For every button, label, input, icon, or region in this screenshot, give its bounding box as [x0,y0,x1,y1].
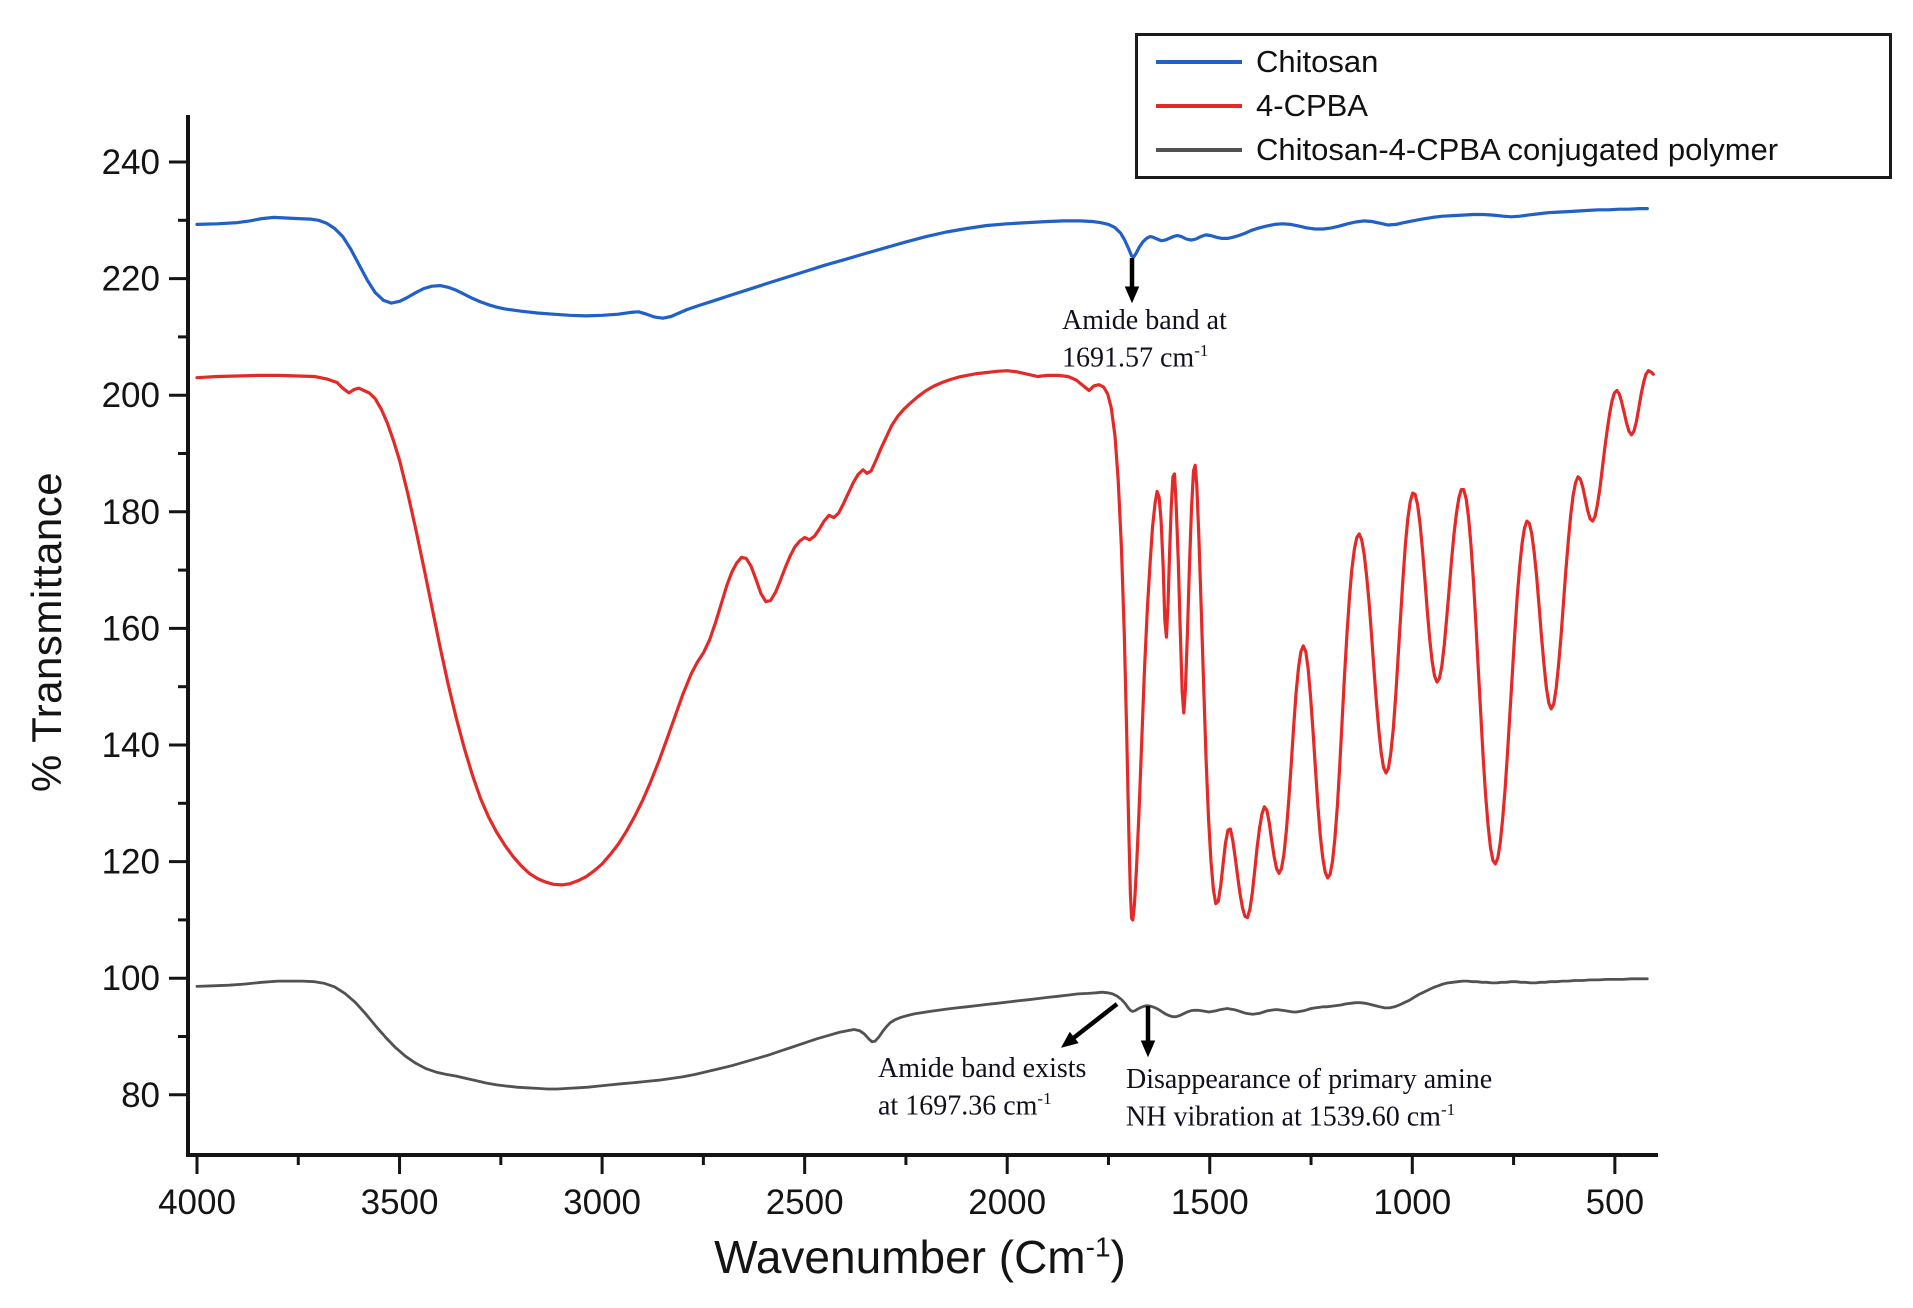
x-axis-title: Wavenumber (Cm-1) [560,1230,1280,1284]
annotation-amide-band-chitosan: Amide band at 1691.57 cm-1 [1062,303,1227,377]
y-tick-label: 100 [102,959,160,998]
series-chitosan-4-cpba-conjugated-polymer [195,977,1649,1091]
x-axis-title-superscript: -1 [1085,1231,1111,1263]
annotation-line: Amide band at [1062,305,1227,336]
arrow-amide-band-chitosan [1124,258,1140,304]
legend-label: Chitosan-4-CPBA conjugated polymer [1256,132,1779,167]
y-axis-title-text: % Transmittance [23,471,70,793]
legend-line-swatch [1156,60,1242,64]
legend-box: Chitosan 4-CPBA Chitosan-4-CPBA conjugated… [1135,33,1892,179]
legend-item-chitosan-4-cpba-conjugated-polymer: Chitosan-4-CPBA conjugated polymer [1138,128,1889,172]
x-tick-label: 2500 [766,1183,844,1222]
y-tick-label: 120 [102,843,160,882]
y-tick-label: 160 [102,609,160,648]
y-tick-label: 140 [102,726,160,765]
annotation-line: at 1697.36 cm-1 [878,1088,1052,1122]
x-tick-label: 2000 [968,1183,1046,1222]
x-axis-title-text: Wavenumber (Cm [714,1231,1086,1283]
axes [186,115,1658,1157]
x-tick-label: 1000 [1373,1183,1451,1222]
annotation-line: NH vibration at 1539.60 cm-1 [1126,1099,1456,1133]
annotation-line: 1691.57 cm-1 [1062,340,1209,374]
x-tick-label: 500 [1586,1183,1644,1222]
legend-label: Chitosan [1256,44,1379,79]
arrow-nh-vibration [1140,1006,1156,1058]
y-tick-label: 80 [121,1076,160,1115]
annotation-line: Disappearance of primary amine [1126,1064,1493,1095]
spectra-curves [195,207,1655,1091]
x-tick-label: 3500 [361,1183,439,1222]
y-tick-label: 220 [102,260,160,299]
series-4-cpba [195,369,1655,922]
legend-label: 4-CPBA [1256,88,1368,123]
y-tick-label: 200 [102,376,160,415]
x-tick-label: 3000 [563,1183,641,1222]
tick-marks [169,160,1617,1174]
y-tick-label: 180 [102,493,160,532]
x-axis-title-close: ) [1110,1231,1126,1283]
tick-labels: 240 220 200 180 160 140 120 100 80 4000 3500 3000 25… [102,143,1644,1222]
annotation-nh-vibration-disappearance: Disappearance of primary amine NH vibrat… [1126,1062,1492,1136]
annotation-arrows [1061,258,1156,1058]
legend-item-4-cpba: 4-CPBA [1138,84,1889,128]
x-tick-label: 4000 [158,1183,236,1222]
legend-line-swatch [1156,148,1242,152]
annotation-amide-band-conjugate: Amide band exists at 1697.36 cm-1 [878,1051,1086,1125]
y-tick-label: 240 [102,143,160,182]
legend-line-swatch [1156,104,1242,108]
series-chitosan [195,207,1649,320]
legend-item-chitosan: Chitosan [1138,40,1889,84]
annotation-line: Amide band exists [878,1053,1087,1084]
x-tick-label: 1500 [1171,1183,1249,1222]
arrow-amide-band-conjugate [1061,1002,1119,1048]
y-axis-title: % Transmittance [23,397,71,867]
